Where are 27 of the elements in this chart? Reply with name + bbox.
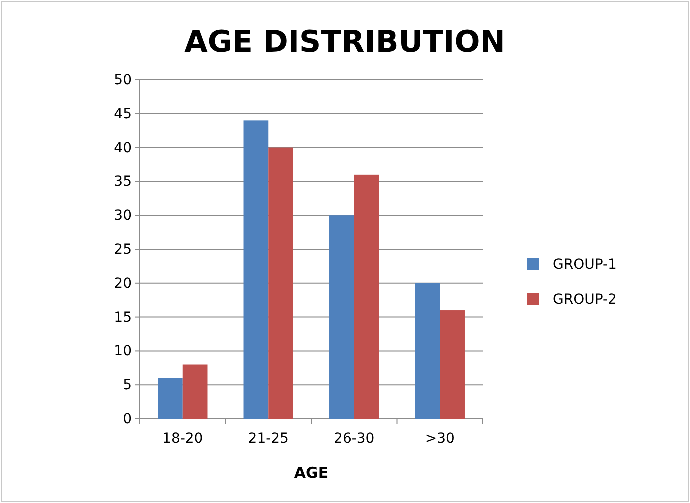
bar <box>244 120 269 419</box>
y-tick-label: 20 <box>114 276 132 292</box>
legend-label: GROUP-1 <box>553 257 617 273</box>
bar <box>354 174 380 419</box>
y-tick-label: 35 <box>114 174 132 190</box>
bar <box>330 216 354 419</box>
x-tick-label: 18-20 <box>162 430 204 447</box>
y-tick-label: 45 <box>114 106 132 122</box>
bar <box>158 378 183 419</box>
y-tick-label: 0 <box>123 411 132 428</box>
bar <box>415 283 440 419</box>
y-tick-label: 30 <box>114 208 132 224</box>
chart-title: AGE DISTRIBUTION <box>184 25 506 60</box>
x-tick-label: 21-25 <box>248 430 289 447</box>
y-tick-label: 50 <box>114 72 132 88</box>
x-tick-label: >30 <box>425 430 455 447</box>
legend-label: GROUP-2 <box>553 292 617 308</box>
y-tick-label: 40 <box>114 140 132 156</box>
y-tick-label: 10 <box>114 344 132 360</box>
bar <box>268 148 294 419</box>
bar <box>182 364 208 419</box>
y-tick-label: 15 <box>114 310 132 326</box>
y-tick-label: 25 <box>114 242 132 258</box>
bar <box>440 310 465 419</box>
y-tick-label: 5 <box>123 378 132 394</box>
x-tick-label: 26-30 <box>334 430 375 447</box>
x-axis-title: AGE <box>294 464 329 482</box>
